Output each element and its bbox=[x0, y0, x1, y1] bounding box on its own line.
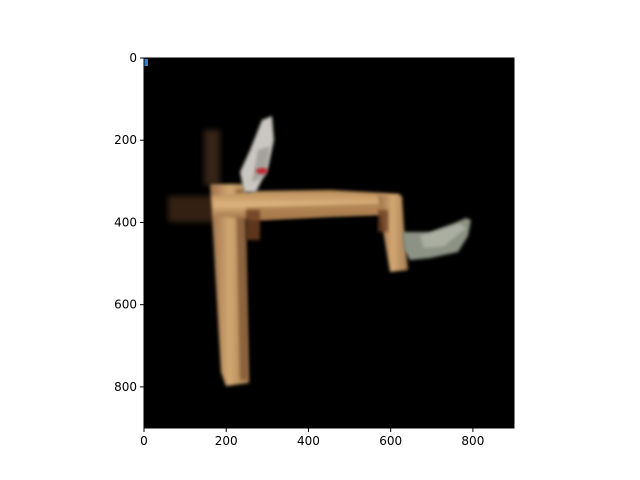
x-tick-label: 200 bbox=[215, 434, 238, 448]
y-tick-label: 600 bbox=[114, 298, 137, 312]
y-tick-label: 0 bbox=[129, 51, 137, 65]
point-cloud-render bbox=[144, 59, 471, 386]
x-tick-label: 600 bbox=[379, 434, 402, 448]
y-axis: 0 200 400 600 800 bbox=[114, 51, 144, 394]
speckle-left bbox=[168, 196, 216, 222]
grey-object-highlight bbox=[420, 224, 466, 248]
crossbar-edge bbox=[246, 203, 395, 220]
y-tick-label: 400 bbox=[114, 215, 137, 229]
x-tick-label: 0 bbox=[140, 434, 148, 448]
blue-accent bbox=[144, 59, 148, 66]
right-leg-dark bbox=[378, 210, 388, 232]
vertical-leg-shadow bbox=[236, 190, 248, 380]
x-tick-label: 400 bbox=[297, 434, 320, 448]
speckle-upper bbox=[204, 130, 220, 185]
crossbar-dark-joint bbox=[246, 210, 260, 240]
x-tick-label: 800 bbox=[461, 434, 484, 448]
red-accent bbox=[256, 168, 268, 174]
y-tick-label: 200 bbox=[114, 133, 137, 147]
x-axis: 0 200 400 600 800 bbox=[140, 428, 484, 448]
axes-frame bbox=[143, 57, 515, 429]
y-tick-label: 800 bbox=[114, 380, 137, 394]
